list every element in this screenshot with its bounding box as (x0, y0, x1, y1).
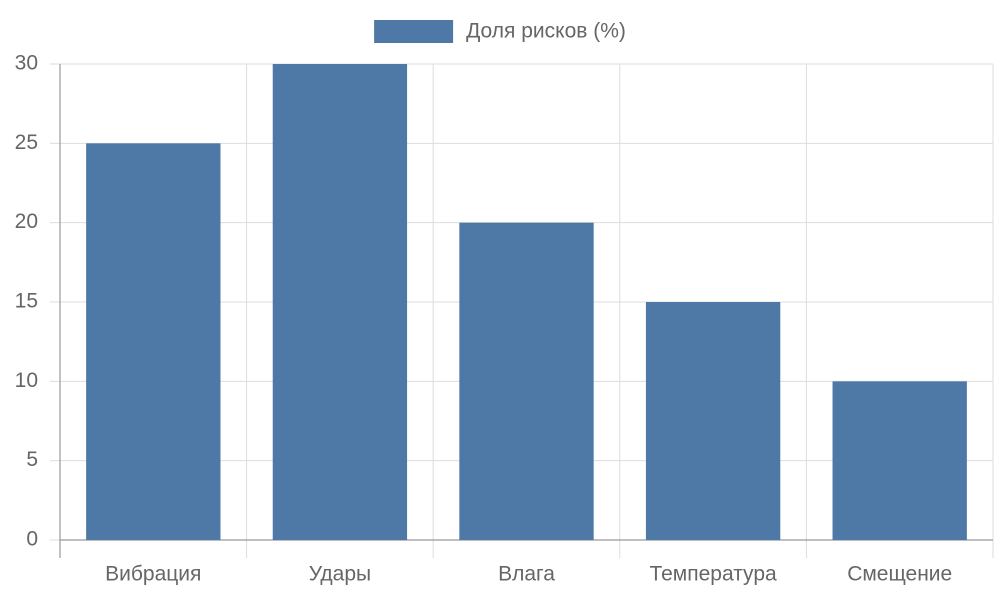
x-tick-label: Температура (649, 563, 777, 586)
x-tick-label: Удары (309, 563, 371, 586)
legend-swatch (374, 20, 454, 43)
y-tick-label: 20 (15, 210, 38, 233)
y-tick-label: 10 (15, 369, 38, 392)
legend: Доля рисков (%) (374, 20, 626, 43)
x-tick-label: Влага (498, 563, 555, 586)
y-tick-label: 25 (15, 131, 38, 154)
bar (645, 302, 781, 540)
x-tick-label: Смещение (847, 563, 952, 586)
y-tick-label: 30 (15, 52, 38, 75)
x-tick-label: Вибрация (105, 563, 201, 586)
y-tick-label: 5 (26, 448, 38, 471)
bar (832, 381, 967, 540)
y-tick-label: 15 (15, 290, 38, 313)
y-tick-label: 0 (26, 528, 38, 551)
bar (459, 222, 594, 540)
legend-label: Доля рисков (%) (466, 20, 626, 43)
bar (272, 64, 408, 540)
bar (86, 143, 221, 541)
